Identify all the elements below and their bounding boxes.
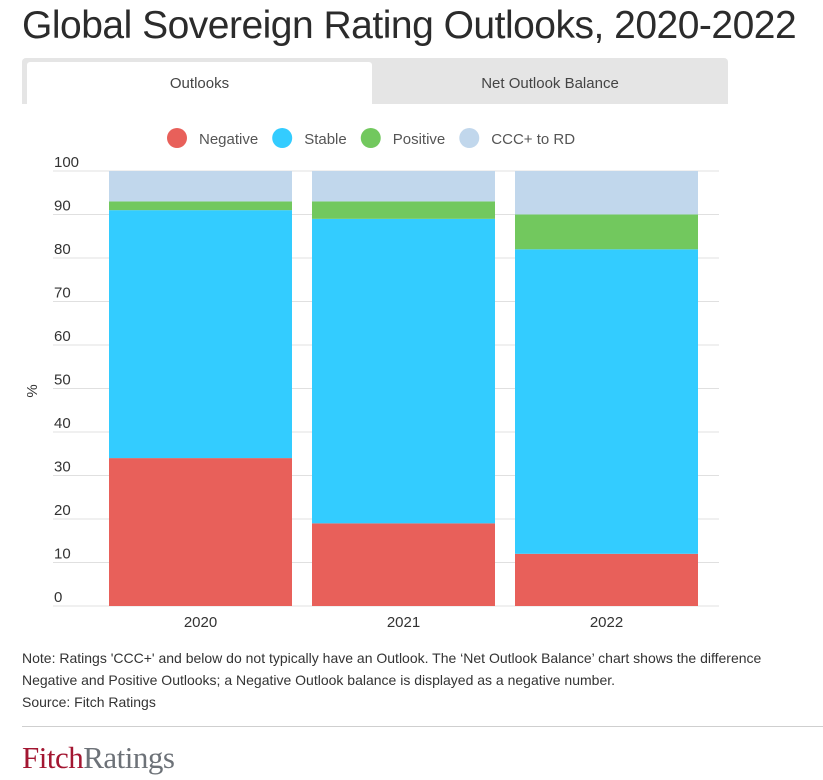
x-tick-label: 2020	[184, 614, 217, 631]
source-text: Source: Fitch Ratings	[22, 694, 156, 710]
bar-ccc-to-rd-2022[interactable]	[515, 171, 698, 215]
y-tick-label: 60	[54, 328, 71, 345]
legend: Negative Stable Positive CCC+ to RD	[167, 128, 575, 148]
bar-negative-2021[interactable]	[312, 523, 495, 606]
bar-stable-2021[interactable]	[312, 218, 495, 524]
logo-fitch: Fitch	[22, 740, 84, 775]
y-axis-label: %	[24, 384, 41, 397]
legend-item-ccc-to-rd[interactable]: CCC+ to RD	[459, 128, 575, 148]
bar-stable-2022[interactable]	[515, 249, 698, 554]
bar-group-2022	[515, 171, 698, 606]
y-axis-ticks: 0 10 20 30 40 50 60 70 80 90 100	[54, 154, 79, 606]
bar-positive-2022[interactable]	[515, 214, 698, 250]
bar-positive-2021[interactable]	[312, 201, 495, 219]
bar-group-2021	[312, 171, 495, 606]
legend-marker-stable	[272, 128, 293, 148]
bar-group-2020	[109, 171, 292, 606]
legend-marker-positive	[360, 128, 381, 148]
legend-item-negative[interactable]: Negative	[167, 128, 258, 148]
y-tick-label: 90	[54, 198, 71, 215]
y-tick-label: 10	[54, 546, 71, 563]
x-axis-ticks: 2020 2021 2022	[184, 614, 623, 631]
bar-ccc-to-rd-2020[interactable]	[109, 171, 292, 202]
y-tick-label: 0	[54, 589, 62, 606]
legend-label: CCC+ to RD	[491, 131, 575, 148]
page-title: Global Sovereign Rating Outlooks, 2020-2…	[22, 4, 797, 47]
fitch-ratings-logo: FitchRatings	[22, 740, 175, 776]
legend-label: Positive	[393, 131, 446, 148]
bar-negative-2020[interactable]	[109, 458, 292, 606]
legend-marker-ccc-to-rd	[459, 128, 480, 148]
bar-stable-2020[interactable]	[109, 210, 292, 459]
y-tick-label: 20	[54, 502, 71, 519]
y-tick-label: 80	[54, 241, 71, 258]
legend-label: Stable	[304, 131, 347, 148]
y-tick-label: 50	[54, 372, 71, 389]
y-tick-label: 30	[54, 459, 71, 476]
bar-ccc-to-rd-2021[interactable]	[312, 171, 495, 202]
x-tick-label: 2021	[387, 614, 420, 631]
divider	[22, 726, 823, 727]
y-tick-label: 40	[54, 415, 71, 432]
tab-bar: Outlooks Net Outlook Balance	[22, 58, 728, 104]
bar-negative-2022[interactable]	[515, 553, 698, 606]
logo-ratings: Ratings	[83, 740, 175, 775]
bar-positive-2020[interactable]	[109, 201, 292, 211]
legend-item-stable[interactable]: Stable	[272, 128, 347, 148]
legend-label: Negative	[199, 131, 258, 148]
note-line-2: Negative and Positive Outlooks; a Negati…	[22, 672, 616, 688]
bars	[109, 171, 698, 606]
chart-note: Note: Ratings 'CCC+' and below do not ty…	[22, 647, 761, 713]
note-line-1: Note: Ratings 'CCC+' and below do not ty…	[22, 650, 762, 666]
y-tick-label: 70	[54, 285, 71, 302]
legend-item-positive[interactable]: Positive	[360, 128, 446, 148]
x-tick-label: 2022	[590, 614, 623, 631]
tab-outlooks[interactable]: Outlooks	[27, 62, 372, 104]
tab-net-outlook-balance[interactable]: Net Outlook Balance	[481, 74, 619, 92]
legend-marker-negative	[167, 128, 187, 148]
y-tick-label: 100	[54, 154, 79, 171]
stacked-bar-chart: Negative Stable Positive CCC+ to RD 0 10 20 30…	[24, 128, 719, 631]
